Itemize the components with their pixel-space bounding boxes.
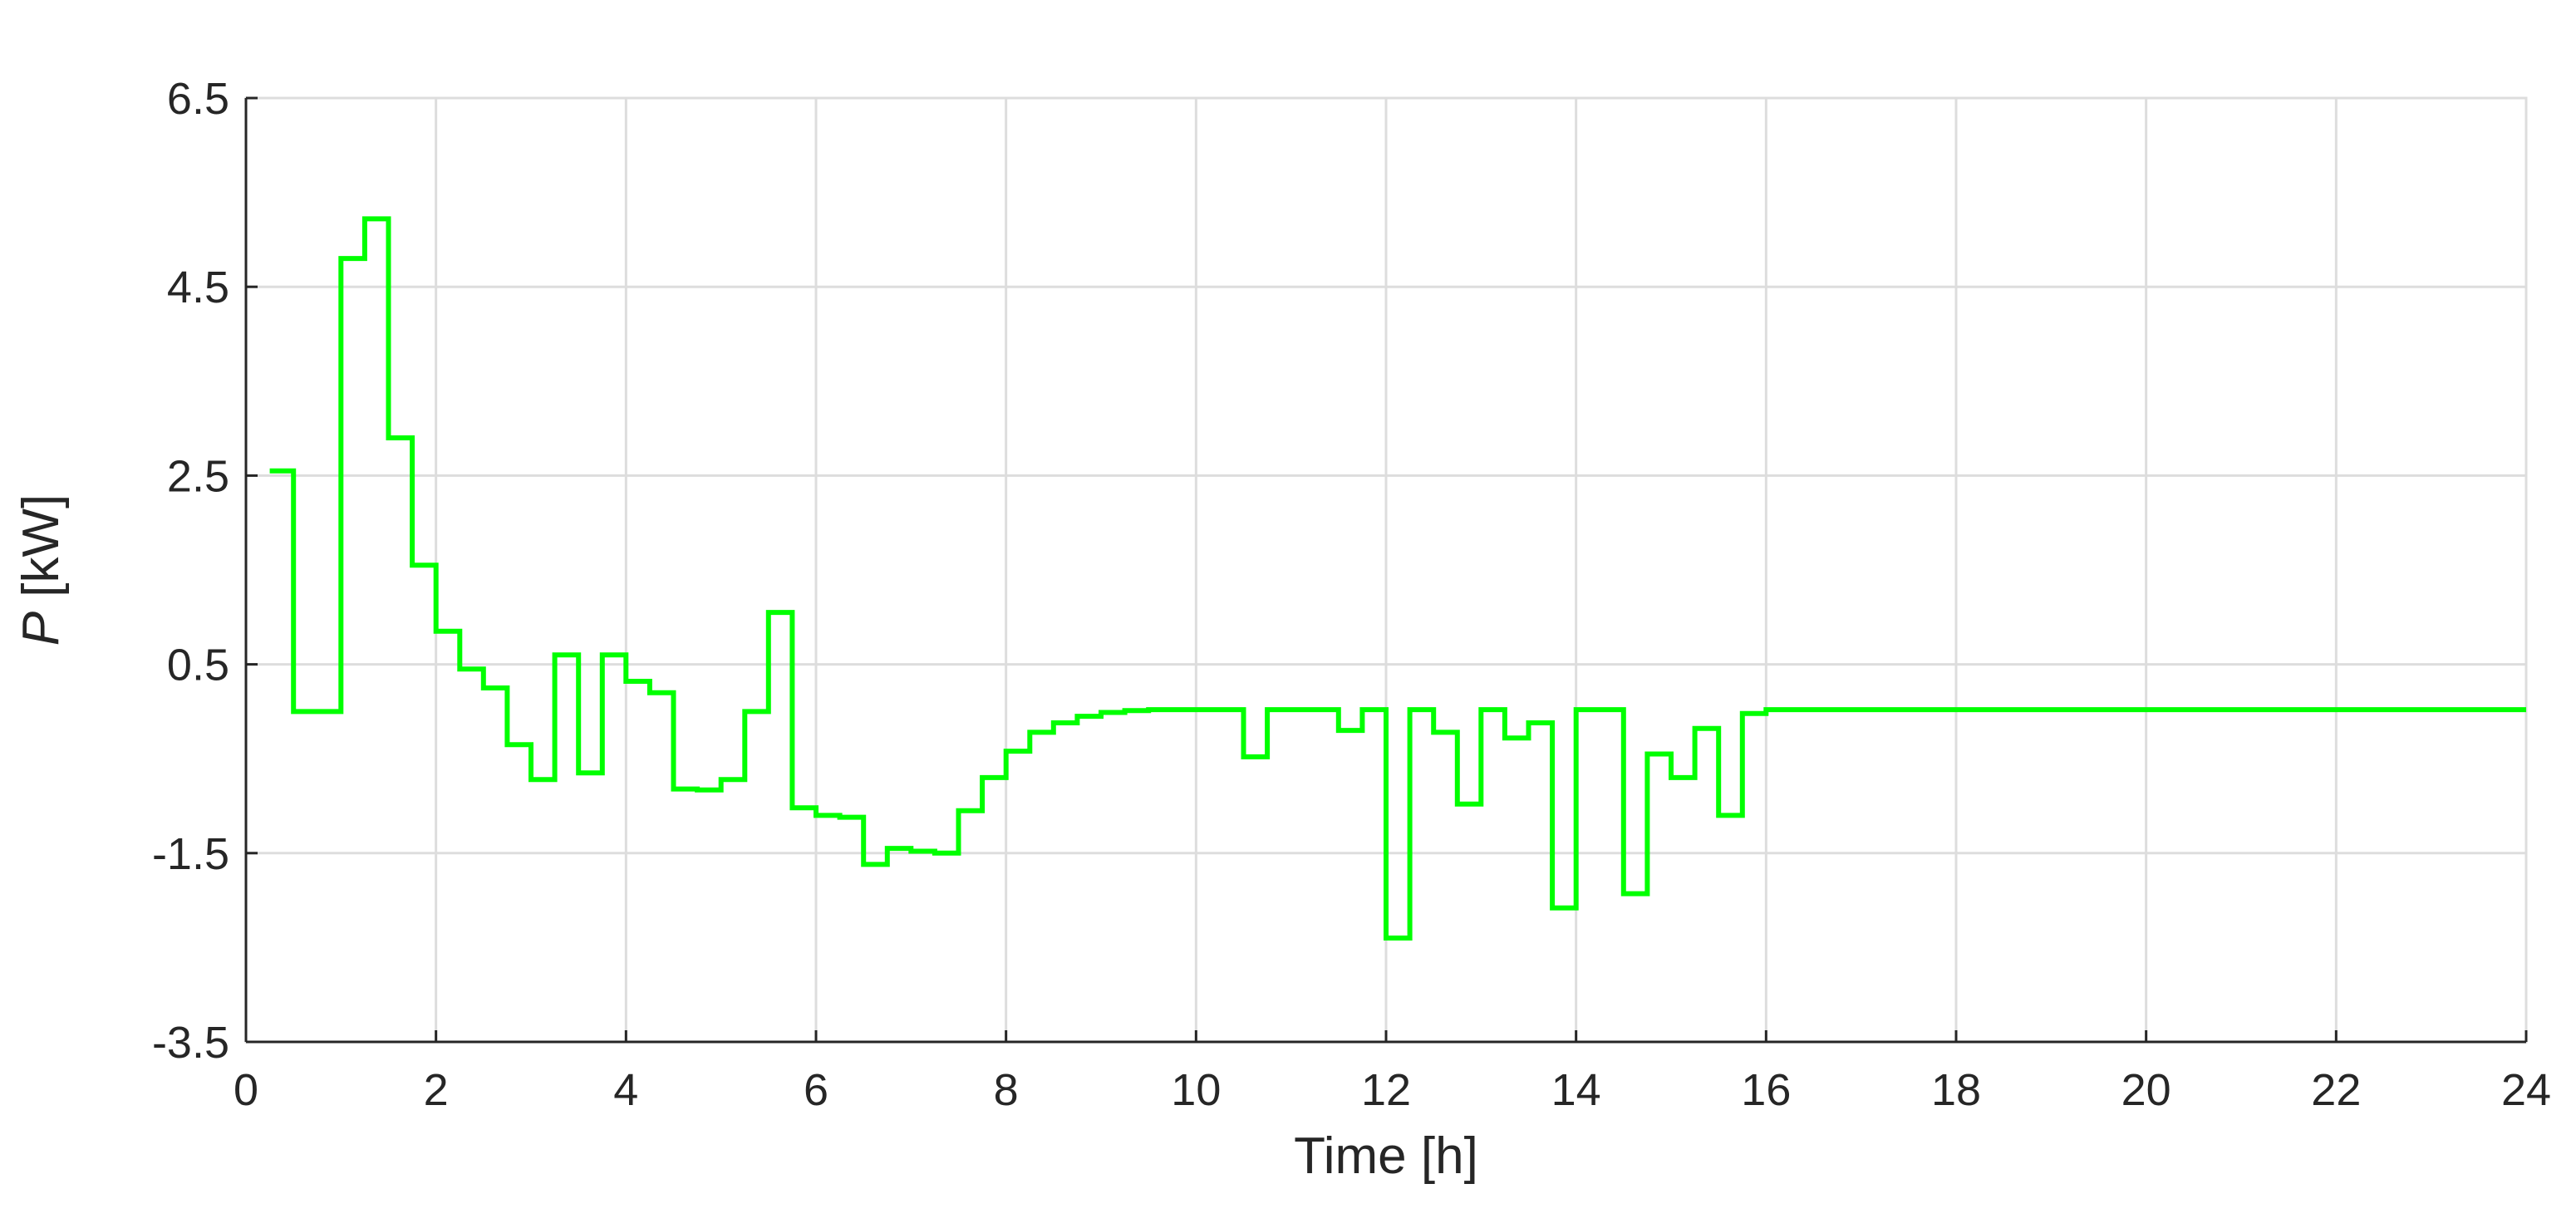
y-tick-label: 2.5 xyxy=(167,451,229,501)
x-axis-label: Time [h] xyxy=(1294,1127,1478,1185)
x-tick-label: 2 xyxy=(424,1065,449,1115)
x-tick-label: 24 xyxy=(2501,1065,2551,1115)
x-tick-label: 20 xyxy=(2121,1065,2171,1115)
x-tick-label: 6 xyxy=(804,1065,828,1115)
x-tick-label: 18 xyxy=(1931,1065,1981,1115)
y-axis-label-symbol: P xyxy=(12,612,70,646)
x-ticks: 0 2 4 6 8 10 12 14 16 18 20 22 24 xyxy=(234,1030,2551,1115)
series-layer xyxy=(269,216,2526,941)
x-tick-label: 12 xyxy=(1361,1065,1411,1115)
x-tick-label: 14 xyxy=(1551,1065,1601,1115)
y-tick-label: 6.5 xyxy=(167,74,229,124)
x-tick-label: 0 xyxy=(234,1065,258,1115)
y-tick-label: 0.5 xyxy=(167,641,229,690)
x-tick-label: 16 xyxy=(1741,1065,1791,1115)
x-tick-label: 10 xyxy=(1171,1065,1221,1115)
y-tick-label: 4.5 xyxy=(167,263,229,312)
y-tick-label: -1.5 xyxy=(152,829,229,879)
y-ticks: -3.5 -1.5 0.5 2.5 4.5 6.5 xyxy=(152,74,258,1068)
x-tick-label: 8 xyxy=(994,1065,1019,1115)
x-tick-label: 4 xyxy=(613,1065,638,1115)
power-series-line xyxy=(269,216,2526,941)
x-tick-label: 22 xyxy=(2311,1065,2361,1115)
y-tick-label: -3.5 xyxy=(152,1018,229,1068)
y-axis-label: P [kW] xyxy=(12,494,70,646)
y-axis-label-unit: [kW] xyxy=(12,494,70,612)
